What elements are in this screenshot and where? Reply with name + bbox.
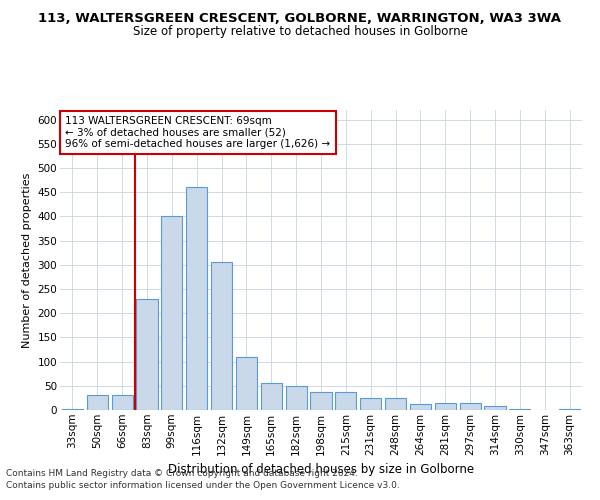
Text: 113, WALTERSGREEN CRESCENT, GOLBORNE, WARRINGTON, WA3 3WA: 113, WALTERSGREEN CRESCENT, GOLBORNE, WA… (38, 12, 562, 26)
Bar (286, 386, 307, 410)
Bar (112, 396, 133, 410)
Bar (509, 408, 530, 410)
Y-axis label: Number of detached properties: Number of detached properties (22, 172, 32, 348)
Bar (360, 398, 381, 410)
Bar (161, 216, 182, 410)
Bar (435, 402, 456, 410)
Text: Size of property relative to detached houses in Golborne: Size of property relative to detached ho… (133, 25, 467, 38)
Bar (559, 408, 580, 410)
Bar (211, 262, 232, 410)
Bar (87, 396, 108, 410)
Text: Contains public sector information licensed under the Open Government Licence v3: Contains public sector information licen… (6, 481, 400, 490)
Bar (261, 384, 282, 410)
X-axis label: Distribution of detached houses by size in Golborne: Distribution of detached houses by size … (168, 463, 474, 476)
Bar (236, 357, 257, 410)
Text: 113 WALTERSGREEN CRESCENT: 69sqm
← 3% of detached houses are smaller (52)
96% of: 113 WALTERSGREEN CRESCENT: 69sqm ← 3% of… (65, 116, 331, 149)
Bar (335, 392, 356, 410)
Bar (484, 406, 506, 410)
Bar (310, 392, 332, 410)
Bar (385, 398, 406, 410)
Bar (410, 404, 431, 410)
Bar (460, 402, 481, 410)
Bar (136, 298, 158, 410)
Text: Contains HM Land Registry data © Crown copyright and database right 2024.: Contains HM Land Registry data © Crown c… (6, 468, 358, 477)
Bar (62, 408, 83, 410)
Bar (186, 188, 207, 410)
